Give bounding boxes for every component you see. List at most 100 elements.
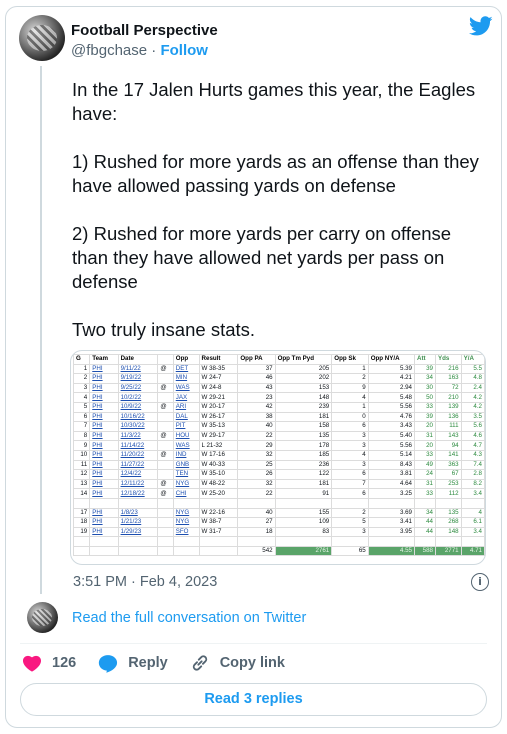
spreadsheet-cell: PHI (89, 440, 119, 451)
spreadsheet-cell: W 25-20 (198, 488, 239, 499)
info-icon[interactable]: i (471, 573, 489, 591)
spreadsheet-cell: 33 (414, 488, 436, 499)
spreadsheet-cell: 3 (72, 382, 91, 394)
spreadsheet-cell (198, 497, 239, 509)
spreadsheet-cell: 22 (237, 488, 276, 499)
spreadsheet-cell: 3.5 (460, 411, 485, 423)
spreadsheet-header-cell: Team (89, 354, 119, 365)
spreadsheet-header-cell: Result (198, 354, 239, 365)
spreadsheet-cell: 143 (434, 430, 462, 442)
like-button[interactable]: 126 (22, 654, 76, 672)
spreadsheet-cell: PHI (89, 421, 119, 432)
spreadsheet-cell: 3.25 (367, 488, 416, 499)
author-name[interactable]: Football Perspective (71, 22, 218, 39)
spreadsheet-cell: PIT (172, 421, 200, 432)
spreadsheet-cell: 210 (434, 392, 462, 403)
spreadsheet-cell: 14 (72, 488, 91, 499)
spreadsheet-cell: 6 (72, 411, 91, 423)
spreadsheet-row: 1 PHI 9/11/22 @ DET W 38-35 37 205 1 5.39 39 216 5.5 (72, 363, 485, 375)
spreadsheet-cell: 3.95 (367, 526, 416, 538)
spreadsheet-cell: 8.2 (460, 478, 485, 490)
read-replies-button[interactable]: Read 3 replies (20, 683, 487, 716)
spreadsheet-total-cell: 4.71 (460, 545, 485, 557)
spreadsheet-cell (367, 536, 416, 547)
spreadsheet-cell: 6.1 (460, 517, 485, 528)
reply-label: Reply (128, 655, 168, 671)
spreadsheet-cell: W 24-7 (198, 373, 239, 384)
spreadsheet-cell: 5.48 (367, 392, 416, 403)
spreadsheet-cell: PHI (89, 382, 119, 394)
spreadsheet-cell: 39 (414, 363, 436, 375)
spreadsheet-cell: 3.69 (367, 507, 416, 519)
spreadsheet-cell: 9 (72, 440, 91, 451)
spreadsheet-cell: W 38-35 (198, 363, 239, 375)
spreadsheet-cell: @ (157, 478, 174, 490)
author-avatar-small[interactable] (27, 602, 58, 633)
copy-link-button[interactable]: Copy link (190, 653, 285, 673)
spreadsheet-cell: 5 (72, 401, 91, 413)
author-handle-row: @fbgchase · Follow (71, 42, 208, 59)
spreadsheet-cell: 3 (331, 526, 369, 538)
spreadsheet-cell: W 26-17 (198, 411, 239, 423)
follow-button[interactable]: Follow (160, 42, 208, 59)
spreadsheet-cell: 3.4 (460, 526, 485, 538)
twitter-bird-icon[interactable] (469, 14, 493, 38)
spreadsheet-row: 9 PHI 11/14/22 WAS L 21-32 29 178 3 5.56 20 94 4.7 (72, 440, 485, 451)
spreadsheet-cell: 8.43 (367, 459, 416, 471)
spreadsheet-cell (157, 459, 174, 471)
spreadsheet-cell: PHI (89, 411, 119, 423)
spreadsheet-header-cell: Opp PA (237, 354, 276, 365)
spreadsheet-cell: PHI (89, 507, 119, 519)
spreadsheet-cell: PHI (89, 459, 119, 471)
spreadsheet-cell: WAS (172, 440, 200, 451)
spreadsheet-cell: 9/11/22 (117, 363, 159, 375)
spreadsheet-cell (117, 497, 159, 509)
spreadsheet-cell: 4.7 (460, 440, 485, 451)
spreadsheet-cell: 10 (72, 449, 91, 461)
spreadsheet-cell: 5.14 (367, 449, 416, 461)
spreadsheet-cell: 3.81 (367, 469, 416, 480)
spreadsheet-cell (157, 517, 174, 528)
spreadsheet-cell (414, 497, 436, 509)
spreadsheet-cell: 2.4 (460, 382, 485, 394)
spreadsheet-cell: 6 (331, 488, 369, 499)
stats-spreadsheet: G Team Date Opp Result Opp PA Opp Tm Pyd Opp Sk… (72, 354, 485, 557)
spreadsheet-cell (157, 497, 174, 509)
tweet-text: In the 17 Jalen Hurts games this year, t… (72, 79, 479, 340)
tweet-timestamp[interactable]: 3:51 PM · Feb 4, 2023 (73, 574, 218, 590)
spreadsheet-cell: 4 (72, 392, 91, 403)
spreadsheet-header-cell: Att (414, 354, 436, 365)
spreadsheet-cell (237, 497, 276, 509)
tweet-image-spreadsheet[interactable]: G Team Date Opp Result Opp PA Opp Tm Pyd Opp Sk… (70, 350, 486, 565)
spreadsheet-cell: 2 (72, 373, 91, 384)
spreadsheet-cell: 163 (434, 373, 462, 384)
read-conversation-link[interactable]: Read the full conversation on Twitter (72, 610, 307, 626)
spreadsheet-cell: 11/20/22 (117, 449, 159, 461)
author-avatar[interactable] (19, 15, 65, 61)
spreadsheet-cell: 253 (434, 478, 462, 490)
spreadsheet-cell: 91 (274, 488, 333, 499)
spreadsheet-cell: NYG (172, 507, 200, 519)
spreadsheet-cell: 12 (72, 469, 91, 480)
spreadsheet-cell: 34 (414, 507, 436, 519)
thread-line (40, 66, 42, 594)
action-bar: 126 Reply Copy link (22, 652, 307, 674)
reply-button[interactable]: Reply (98, 654, 168, 673)
spreadsheet-cell: 12/11/22 (117, 478, 159, 490)
spreadsheet-cell: 10/30/22 (117, 421, 159, 432)
spreadsheet-cell (89, 497, 119, 509)
spreadsheet-cell: 4.21 (367, 373, 416, 384)
spreadsheet-row: 17 PHI 1/8/23 NYG W 22-16 40 155 2 3.69 34 135 4 (72, 507, 485, 519)
spreadsheet-total-cell (89, 545, 119, 557)
author-handle[interactable]: @fbgchase (71, 42, 148, 59)
spreadsheet-cell: 44 (414, 526, 436, 538)
spreadsheet-cell: 42 (237, 401, 276, 413)
spreadsheet-cell: 10/2/22 (117, 392, 159, 403)
spreadsheet-cell: CHI (172, 488, 200, 499)
spreadsheet-cell (157, 373, 174, 384)
spreadsheet-totals-row: 542 2761 65 4.55 588 2771 4.71 (72, 545, 485, 557)
spreadsheet-cell: 20 (414, 440, 436, 451)
spreadsheet-cell: DET (172, 363, 200, 375)
spreadsheet-cell: 4.2 (460, 392, 485, 403)
spreadsheet-row: 8 PHI 11/3/22 @ HOU W 29-17 22 135 3 5.40 31 143 4.6 (72, 430, 485, 442)
